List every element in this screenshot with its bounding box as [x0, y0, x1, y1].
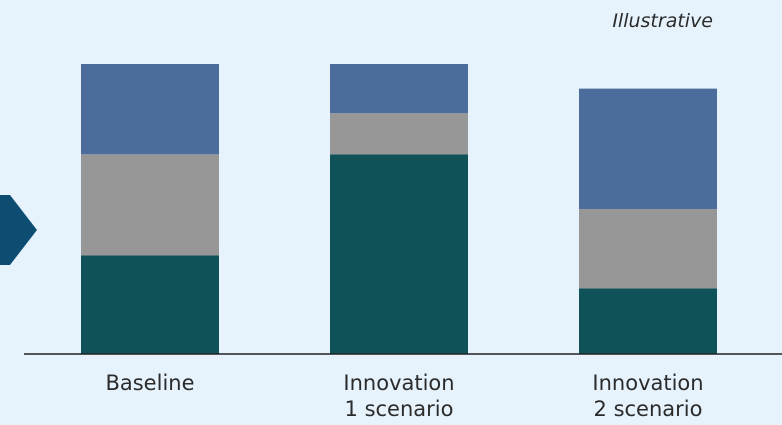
bar-segment-1-3	[81, 64, 219, 155]
category-label-innovation-1: Innovation 1 scenario	[309, 370, 489, 422]
bar-segment-2-1	[330, 154, 468, 354]
category-label-line: 2 scenario	[593, 397, 703, 421]
bar-segment-1-2	[81, 154, 219, 256]
category-label-line: Baseline	[105, 371, 195, 395]
right-arrow-icon	[0, 195, 37, 265]
category-label-line: Innovation	[343, 371, 455, 395]
bar-segment-3-2	[579, 209, 717, 289]
bar-segment-3-1	[579, 288, 717, 354]
bar-segment-2-2	[330, 113, 468, 155]
category-label-baseline: Baseline	[60, 370, 240, 396]
category-label-line: Innovation	[592, 371, 704, 395]
bar-segment-1-1	[81, 255, 219, 354]
bar-segment-3-3	[579, 88, 717, 209]
bars-group	[81, 64, 717, 354]
category-label-line: 1 scenario	[344, 397, 454, 421]
category-label-innovation-2: Innovation 2 scenario	[558, 370, 738, 422]
illustrative-note: Illustrative	[612, 10, 713, 32]
bar-segment-2-3	[330, 64, 468, 114]
